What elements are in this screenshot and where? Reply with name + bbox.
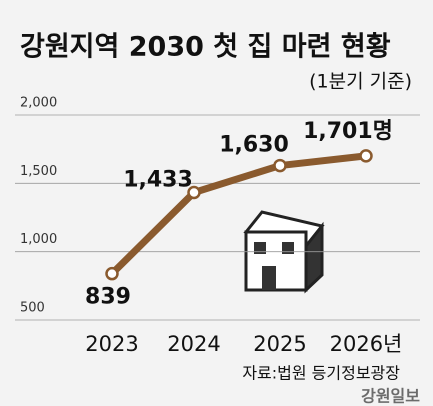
x-tick-label: 2024	[167, 332, 220, 356]
y-tick-label: 1,500	[20, 164, 57, 179]
point	[105, 266, 119, 281]
value-label: 1,630	[219, 133, 289, 158]
y-tick-label: 500	[20, 301, 45, 316]
value-label: 1,701명	[303, 119, 393, 144]
watermark: 강원일보	[361, 387, 420, 406]
value-label: 839	[85, 285, 131, 310]
y-tick-label: 1,000	[20, 232, 57, 247]
x-tick-label: 2026년	[330, 332, 403, 356]
point	[359, 149, 373, 163]
point	[187, 185, 201, 200]
x-tick-label: 2025	[253, 332, 306, 356]
chart-subtitle: (1분기 기준)	[309, 71, 412, 93]
point	[273, 158, 287, 173]
x-tick-label: 2023	[85, 332, 138, 356]
value-label: 1,433	[123, 167, 193, 192]
house-icon	[243, 210, 325, 294]
source: 자료:법원 등기정보광장	[242, 364, 400, 383]
y-tick-label: 2,000	[20, 96, 57, 111]
line	[108, 152, 370, 278]
chart-title: 강원지역 2030 첫 집 마련 현황	[20, 32, 391, 63]
